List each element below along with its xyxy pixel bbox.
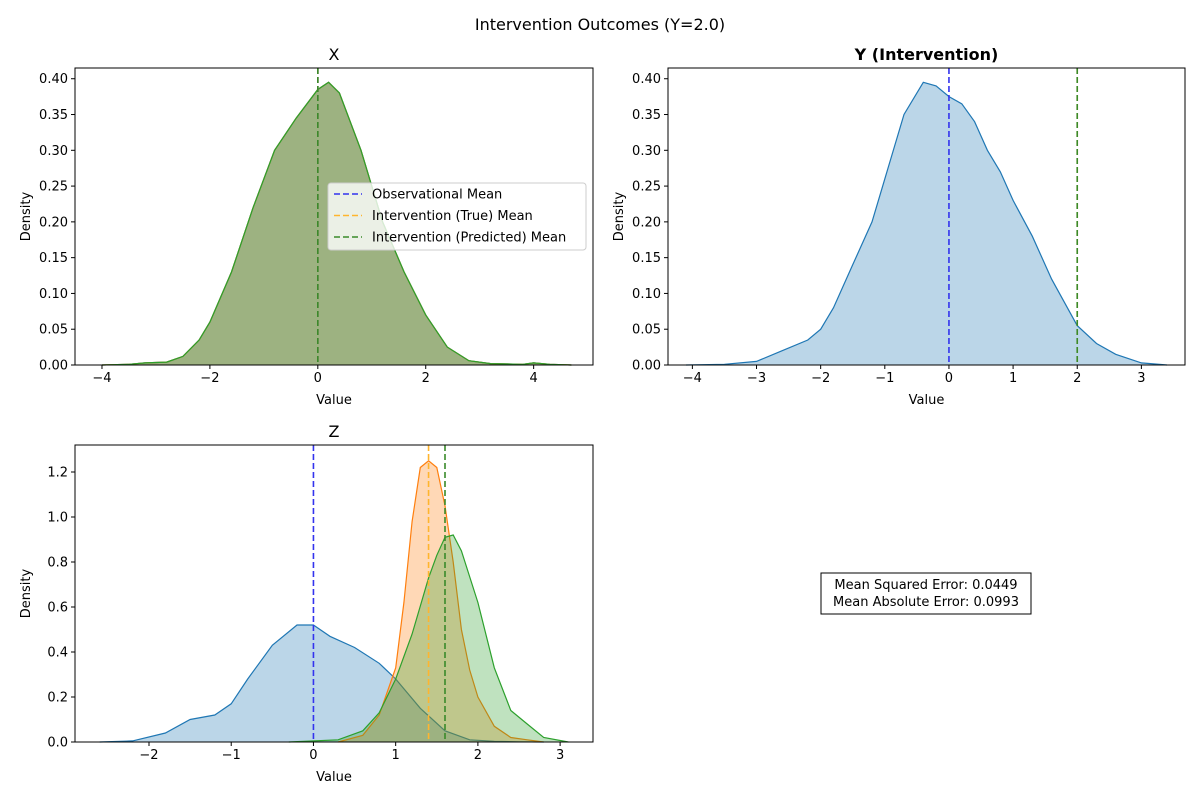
x-tick-label: 2	[474, 748, 482, 763]
density-area-orange	[338, 460, 544, 742]
density-line-blue	[99, 624, 544, 743]
panel-title: Z	[329, 422, 340, 441]
y-axis-label: Density	[19, 191, 34, 241]
y-tick-label: 0.10	[632, 287, 661, 302]
metrics-frame	[820, 572, 1032, 615]
x-axis-label: Value	[909, 393, 945, 408]
x-tick-label: 2	[422, 371, 430, 386]
x-tick-label: −1	[222, 748, 241, 763]
panel-y-intervention: −4 −3 −2 −1 0 1 2 3 0.00 0.05 0.10 0.15 0.20 0.25 0.30…	[612, 45, 1186, 408]
y-tick-label: 0.30	[39, 144, 68, 159]
density-line-orange	[337, 460, 544, 743]
metrics-box: Mean Squared Error: 0.0449 Mean Absolute…	[820, 572, 1032, 615]
legend-label: Observational Mean	[372, 188, 502, 203]
y-axis-label: Density	[19, 568, 34, 618]
y-tick-label: 0.20	[39, 215, 68, 230]
metrics-mse: Mean Squared Error: 0.0449	[834, 578, 1017, 593]
y-tick-label: 1.0	[47, 511, 68, 526]
density-line-green	[101, 81, 572, 366]
axes-frame	[667, 67, 1186, 366]
panel-title: X	[329, 45, 340, 64]
legend: Observational Mean Intervention (True) Me…	[327, 182, 587, 251]
panel-z: −2 −1 0 1 2 3 0.0 0.2 0.4 0.6 0.8 1.0 1.2 Value Densit…	[19, 422, 594, 785]
x-tick-label: 4	[530, 371, 538, 386]
y-tick-label: 1.2	[47, 466, 68, 481]
x-tick-label: 1	[1009, 371, 1017, 386]
y-tick-label: 0.40	[632, 72, 661, 87]
axes-frame	[74, 67, 594, 366]
y-tick-label: 0.35	[632, 108, 661, 123]
x-tick-label: −4	[92, 371, 111, 386]
x-tick-label: 3	[556, 748, 564, 763]
legend-frame	[327, 182, 587, 251]
y-axis-label: Density	[612, 191, 627, 241]
y-tick-label: 0.20	[632, 215, 661, 230]
y-tick-label: 0.15	[632, 251, 661, 266]
panel-title: Y (Intervention)	[854, 45, 999, 64]
y-tick-label: 0.0	[47, 736, 68, 751]
y-tick-label: 0.05	[39, 323, 68, 338]
x-tick-label: 3	[1137, 371, 1145, 386]
x-tick-label: −2	[139, 748, 158, 763]
y-tick-label: 0.25	[632, 180, 661, 195]
x-tick-label: 2	[1073, 371, 1081, 386]
x-tick-label: −2	[200, 371, 219, 386]
y-tick-label: 0.6	[47, 601, 68, 616]
x-tick-label: −4	[683, 371, 702, 386]
x-axis-label: Value	[316, 770, 352, 785]
x-tick-label: 1	[392, 748, 400, 763]
y-tick-label: 0.40	[39, 72, 68, 87]
legend-label: Intervention (Predicted) Mean	[372, 231, 566, 246]
density-line-blue	[685, 81, 1168, 366]
y-tick-label: 0.10	[39, 287, 68, 302]
axes-frame	[74, 444, 594, 743]
y-tick-label: 0.30	[632, 144, 661, 159]
x-tick-label: −3	[747, 371, 766, 386]
x-tick-label: 0	[309, 748, 317, 763]
y-tick-label: 0.2	[47, 691, 68, 706]
y-tick-label: 0.35	[39, 108, 68, 123]
figure-title: Intervention Outcomes (Y=2.0)	[475, 15, 725, 34]
x-axis-label: Value	[316, 393, 352, 408]
x-tick-label: 0	[314, 371, 322, 386]
legend-label: Intervention (True) Mean	[372, 209, 533, 224]
y-tick-label: 0.15	[39, 251, 68, 266]
y-tick-label: 0.4	[47, 646, 68, 661]
metrics-mae: Mean Absolute Error: 0.0993	[833, 595, 1019, 610]
y-tick-label: 0.00	[39, 359, 68, 374]
y-tick-label: 0.8	[47, 556, 68, 571]
y-tick-label: 0.00	[632, 359, 661, 374]
y-tick-label: 0.05	[632, 323, 661, 338]
x-tick-label: −2	[811, 371, 830, 386]
x-tick-label: 0	[945, 371, 953, 386]
density-area-blue	[99, 625, 544, 742]
x-tick-label: −1	[875, 371, 894, 386]
y-tick-label: 0.25	[39, 180, 68, 195]
density-area-blue	[686, 82, 1167, 366]
